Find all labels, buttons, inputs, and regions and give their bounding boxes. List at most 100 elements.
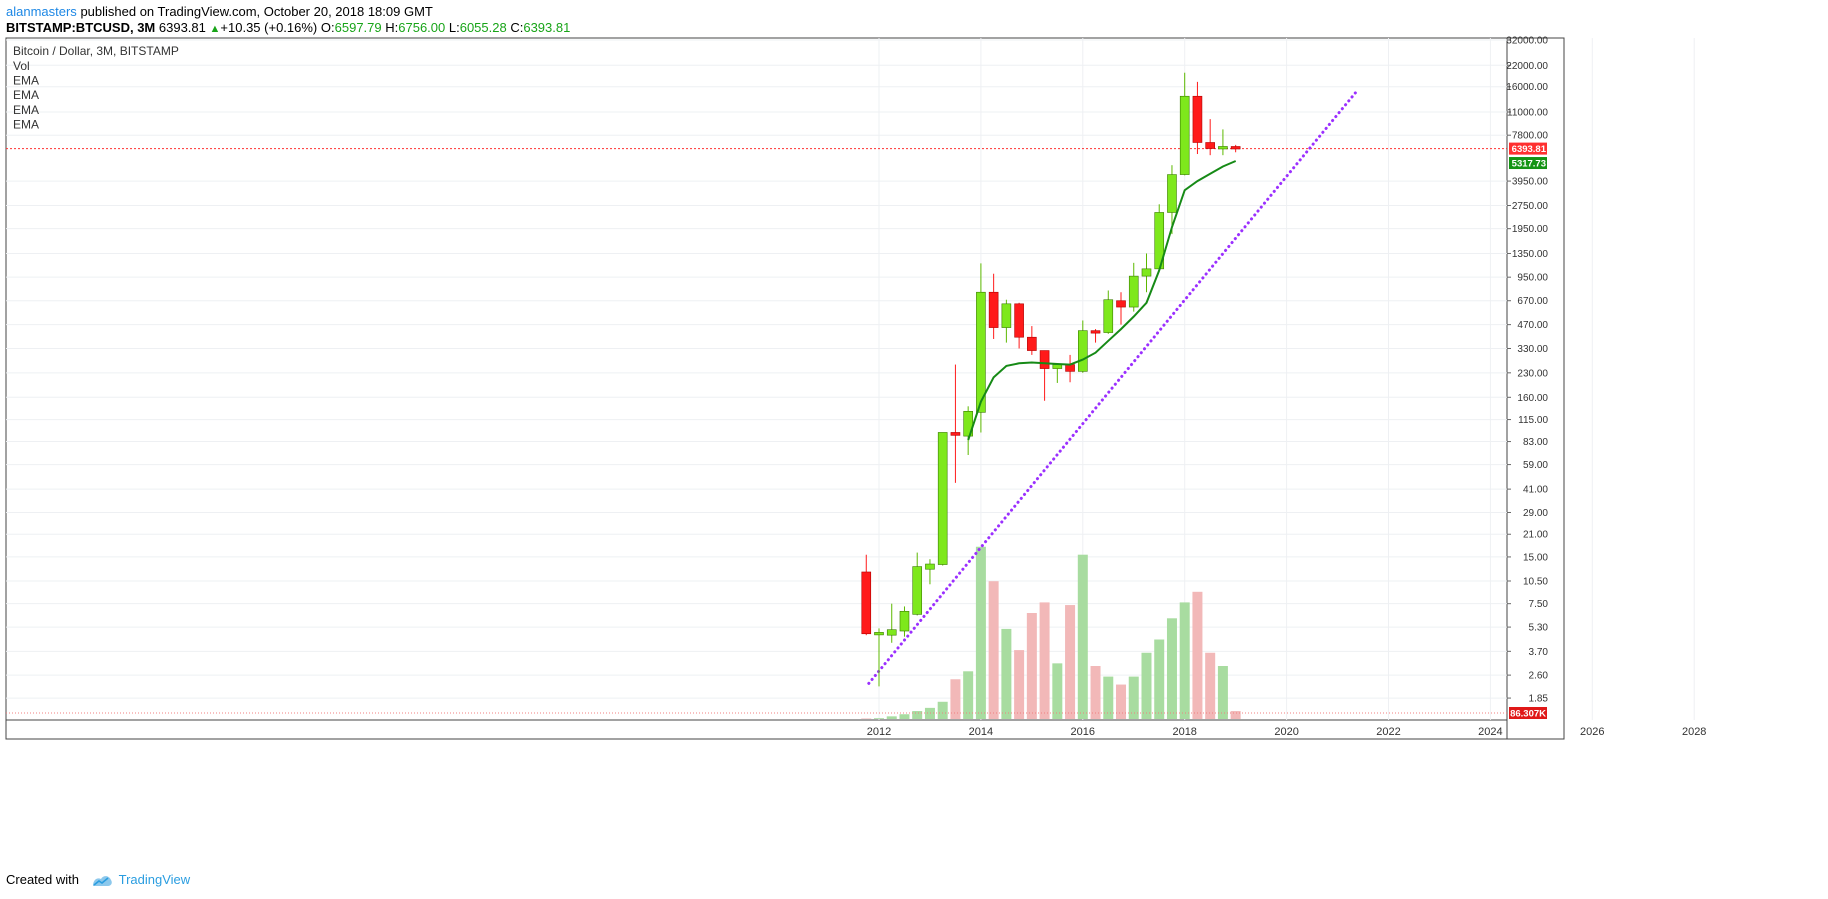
price-axis-label-0: 32000.00 (1506, 36, 1548, 47)
price-axis-label-24: 5.30 (1529, 623, 1549, 634)
candle[interactable] (899, 606, 910, 637)
volume-bar (886, 716, 897, 719)
candle[interactable] (1128, 262, 1139, 312)
candle-body (950, 432, 961, 436)
ema-badge-bg (1509, 157, 1547, 170)
candle-body (1014, 303, 1024, 338)
high-label: H: (385, 20, 399, 35)
candle[interactable] (1205, 119, 1215, 156)
candle[interactable] (886, 603, 897, 643)
publish-line: alanmasters published on TradingView.com… (6, 4, 433, 20)
price-axis-label-12: 330.00 (1517, 344, 1548, 355)
candle[interactable] (874, 628, 884, 687)
legend-item-4[interactable]: EMA (13, 117, 39, 131)
price-axis-label-27: 1.85 (1529, 694, 1549, 705)
candle-body (925, 563, 935, 570)
legend-item-3[interactable]: EMA (13, 103, 39, 117)
volume-bar (861, 718, 872, 719)
volume-bar (937, 701, 948, 719)
candle[interactable] (1078, 320, 1088, 373)
price-axis-label-5: 3950.00 (1512, 177, 1549, 188)
candle-body (912, 566, 923, 615)
candle-body (1001, 303, 1012, 328)
candle[interactable] (1039, 350, 1050, 401)
price-axis-label-4: 7800.00 (1512, 131, 1549, 142)
price-axis-label-13: 230.00 (1517, 368, 1548, 379)
open-label: O: (320, 20, 335, 35)
candle[interactable] (1167, 165, 1177, 235)
volume-bar (1205, 652, 1216, 719)
candle[interactable] (1192, 81, 1203, 155)
time-axis-label-8: 2028 (1682, 726, 1706, 738)
time-axis-label-3: 2018 (1172, 726, 1196, 738)
candle[interactable] (1116, 292, 1126, 325)
legend-item-2[interactable]: EMA (13, 88, 39, 102)
candle-body (861, 571, 872, 635)
candle[interactable] (976, 263, 986, 433)
candle[interactable] (988, 273, 999, 339)
candle[interactable] (861, 554, 872, 636)
price-axis-label-8: 1350.00 (1512, 249, 1549, 260)
volume-bar (912, 711, 923, 719)
price-axis-label-2: 16000.00 (1506, 82, 1548, 93)
time-axis-label-5: 2022 (1376, 726, 1400, 738)
candle-body (1027, 336, 1037, 351)
candle-body (1179, 95, 1190, 175)
candle[interactable] (950, 364, 961, 483)
candle[interactable] (1065, 354, 1075, 383)
candle-body (1052, 364, 1063, 369)
price-axis-label-20: 21.00 (1523, 530, 1548, 541)
volume-bar (1065, 605, 1076, 719)
price-axis-label-15: 115.00 (1518, 415, 1548, 426)
candle[interactable] (1027, 326, 1037, 355)
candle[interactable] (925, 559, 935, 585)
volume-bar (1141, 652, 1152, 719)
volume-bar (899, 714, 910, 719)
author-link[interactable]: alanmasters (6, 4, 77, 19)
tradingview-logo-icon (92, 875, 112, 886)
grid (6, 38, 1695, 720)
candle-body (988, 291, 999, 328)
price-axis-label-16: 83.00 (1523, 437, 1548, 448)
close-label: C: (510, 20, 524, 35)
ema-line (967, 160, 1237, 441)
candle[interactable] (1103, 290, 1114, 334)
price-axis-label-6: 2750.00 (1512, 201, 1549, 212)
candle[interactable] (937, 432, 948, 566)
footer: Created with TradingView (6, 872, 190, 888)
candle[interactable] (1218, 129, 1228, 156)
volume-bar (1001, 628, 1012, 719)
price-axis-label-10: 670.00 (1517, 296, 1548, 307)
volume-bar (1192, 591, 1203, 719)
published-text: published on TradingView.com, October 20… (80, 4, 433, 19)
last-price-badge-bg (1509, 142, 1547, 155)
legend-item-1[interactable]: EMA (13, 74, 39, 88)
candle[interactable] (1179, 72, 1190, 176)
candle-body (899, 610, 910, 632)
candle[interactable] (1001, 299, 1012, 343)
close-value: 6393.81 (523, 20, 571, 35)
candle-body (1230, 146, 1241, 150)
candle[interactable] (912, 552, 923, 616)
volume-bar (1039, 602, 1050, 719)
candle-body (1218, 146, 1228, 150)
created-with-text: Created with (6, 872, 79, 887)
legend-item-0[interactable]: Vol (13, 59, 30, 73)
price-axis-label-18: 41.00 (1523, 485, 1548, 496)
price-axis-label-26: 2.60 (1529, 671, 1549, 682)
price-axis-label-23: 7.50 (1529, 599, 1549, 610)
volume-bar (1077, 554, 1088, 719)
candle[interactable] (1090, 329, 1101, 343)
volume-bar (963, 671, 974, 719)
candle[interactable] (1141, 253, 1152, 293)
open-value: 6597.79 (334, 20, 382, 35)
volume-bar (1116, 684, 1127, 719)
volume-bar (924, 707, 935, 719)
ema-badge-text: 5317.73 (1512, 159, 1546, 170)
candle[interactable] (1014, 302, 1024, 349)
price-axis-label-9: 950.00 (1517, 273, 1548, 284)
candle[interactable] (1230, 144, 1241, 153)
tradingview-brand-link[interactable]: TradingView (118, 872, 191, 887)
volume-bar (1026, 613, 1037, 719)
